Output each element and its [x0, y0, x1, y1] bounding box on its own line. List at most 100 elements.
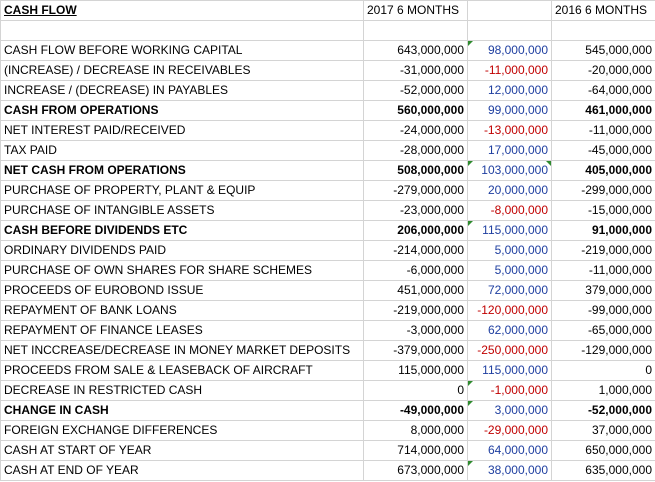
value-2016[interactable]: -65,000,000	[551, 320, 655, 341]
row-label[interactable]: CASH BEFORE DIVIDENDS ETC	[0, 220, 364, 241]
value-2017[interactable]: -23,000,000	[363, 200, 468, 221]
row-label[interactable]: CASH AT START OF YEAR	[0, 440, 364, 461]
value-2017[interactable]: 115,000,000	[363, 360, 468, 381]
row-label[interactable]: INCREASE / (DECREASE) IN PAYABLES	[0, 80, 364, 101]
value-2017[interactable]: -3,000,000	[363, 320, 468, 341]
empty-cell[interactable]	[467, 20, 552, 41]
value-2016[interactable]: -299,000,000	[551, 180, 655, 201]
difference-value[interactable]: -250,000,000	[467, 340, 552, 361]
difference-value[interactable]: 3,000,000	[467, 400, 552, 421]
value-2017[interactable]: -28,000,000	[363, 140, 468, 161]
value-2017[interactable]: -52,000,000	[363, 80, 468, 101]
value-2017[interactable]: 508,000,000	[363, 160, 468, 181]
value-2016[interactable]: 405,000,000	[551, 160, 655, 181]
value-2016[interactable]: -52,000,000	[551, 400, 655, 421]
row-label[interactable]: DECREASE IN RESTRICTED CASH	[0, 380, 364, 401]
difference-value[interactable]: -8,000,000	[467, 200, 552, 221]
value-2016[interactable]: -45,000,000	[551, 140, 655, 161]
difference-value[interactable]: 17,000,000	[467, 140, 552, 161]
value-2017[interactable]: -279,000,000	[363, 180, 468, 201]
value-2016[interactable]: -11,000,000	[551, 260, 655, 281]
row-label[interactable]: PROCEEDS OF EUROBOND ISSUE	[0, 280, 364, 301]
row-label[interactable]: REPAYMENT OF BANK LOANS	[0, 300, 364, 321]
difference-value[interactable]: 115,000,000	[467, 220, 552, 241]
value-2017[interactable]: -219,000,000	[363, 300, 468, 321]
difference-value[interactable]: 99,000,000	[467, 100, 552, 121]
column-header-2017[interactable]: 2017 6 MONTHS	[363, 0, 468, 21]
difference-value[interactable]: 12,000,000	[467, 80, 552, 101]
value-2017[interactable]: 0	[363, 380, 468, 401]
difference-value[interactable]: -29,000,000	[467, 420, 552, 441]
table-row: CASH AT START OF YEAR 714,000,000 64,000,0…	[0, 440, 655, 461]
difference-value[interactable]: -13,000,000	[467, 120, 552, 141]
difference-value[interactable]: 38,000,000	[467, 460, 552, 481]
value-2017[interactable]: 560,000,000	[363, 100, 468, 121]
row-label[interactable]: CASH FLOW BEFORE WORKING CAPITAL	[0, 40, 364, 61]
difference-value[interactable]: -11,000,000	[467, 60, 552, 81]
value-2016[interactable]: 0	[551, 360, 655, 381]
row-label[interactable]: ORDINARY DIVIDENDS PAID	[0, 240, 364, 261]
difference-value[interactable]: 115,000,000	[467, 360, 552, 381]
row-label[interactable]: CHANGE IN CASH	[0, 400, 364, 421]
value-2016[interactable]: -20,000,000	[551, 60, 655, 81]
value-2017[interactable]: 643,000,000	[363, 40, 468, 61]
value-2016[interactable]: 461,000,000	[551, 100, 655, 121]
value-2017[interactable]: 451,000,000	[363, 280, 468, 301]
value-2016[interactable]: -15,000,000	[551, 200, 655, 221]
row-label[interactable]: PURCHASE OF OWN SHARES FOR SHARE SCHEMES	[0, 260, 364, 281]
row-label[interactable]: CASH FROM OPERATIONS	[0, 100, 364, 121]
difference-value[interactable]: 98,000,000	[467, 40, 552, 61]
value-2016[interactable]: -64,000,000	[551, 80, 655, 101]
difference-value[interactable]: -120,000,000	[467, 300, 552, 321]
row-label[interactable]: TAX PAID	[0, 140, 364, 161]
value-2016[interactable]: 650,000,000	[551, 440, 655, 461]
empty-cell[interactable]	[551, 20, 655, 41]
row-label[interactable]: CASH AT END OF YEAR	[0, 460, 364, 481]
table-row: CHANGE IN CASH -49,000,000 3,000,000 -52,00…	[0, 400, 655, 421]
value-2017[interactable]: 673,000,000	[363, 460, 468, 481]
difference-value[interactable]: 62,000,000	[467, 320, 552, 341]
row-label[interactable]: (INCREASE) / DECREASE IN RECEIVABLES	[0, 60, 364, 81]
value-2017[interactable]: -379,000,000	[363, 340, 468, 361]
row-label[interactable]: NET CASH FROM OPERATIONS	[0, 160, 364, 181]
value-2016[interactable]: 379,000,000	[551, 280, 655, 301]
row-label[interactable]: PURCHASE OF INTANGIBLE ASSETS	[0, 200, 364, 221]
difference-value[interactable]: 64,000,000	[467, 440, 552, 461]
value-2017[interactable]: 8,000,000	[363, 420, 468, 441]
empty-cell[interactable]	[363, 20, 468, 41]
difference-value[interactable]: 5,000,000	[467, 260, 552, 281]
difference-value[interactable]: 72,000,000	[467, 280, 552, 301]
difference-value[interactable]: 5,000,000	[467, 240, 552, 261]
difference-value[interactable]: 20,000,000	[467, 180, 552, 201]
table-row: NET CASH FROM OPERATIONS 508,000,000 103,0…	[0, 160, 655, 181]
value-2017[interactable]: 714,000,000	[363, 440, 468, 461]
column-header-blank[interactable]	[467, 0, 552, 21]
column-header-2016[interactable]: 2016 6 MONTHS	[551, 0, 655, 21]
sheet-title[interactable]: CASH FLOW	[0, 0, 364, 21]
value-2016[interactable]: -11,000,000	[551, 120, 655, 141]
value-2017[interactable]: -24,000,000	[363, 120, 468, 141]
difference-value[interactable]: -1,000,000	[467, 380, 552, 401]
value-2017[interactable]: -31,000,000	[363, 60, 468, 81]
empty-cell[interactable]	[0, 20, 364, 41]
value-2016[interactable]: 37,000,000	[551, 420, 655, 441]
value-2016[interactable]: 635,000,000	[551, 460, 655, 481]
table-row: CASH AT END OF YEAR 673,000,000 38,000,000…	[0, 460, 655, 481]
value-2016[interactable]: 91,000,000	[551, 220, 655, 241]
value-2016[interactable]: -129,000,000	[551, 340, 655, 361]
value-2016[interactable]: 545,000,000	[551, 40, 655, 61]
row-label[interactable]: NET INCCREASE/DECREASE IN MONEY MARKET D…	[0, 340, 364, 361]
value-2016[interactable]: 1,000,000	[551, 380, 655, 401]
value-2017[interactable]: 206,000,000	[363, 220, 468, 241]
value-2017[interactable]: -49,000,000	[363, 400, 468, 421]
row-label[interactable]: PURCHASE OF PROPERTY, PLANT & EQUIP	[0, 180, 364, 201]
row-label[interactable]: NET INTEREST PAID/RECEIVED	[0, 120, 364, 141]
row-label[interactable]: REPAYMENT OF FINANCE LEASES	[0, 320, 364, 341]
value-2016[interactable]: -99,000,000	[551, 300, 655, 321]
row-label[interactable]: FOREIGN EXCHANGE DIFFERENCES	[0, 420, 364, 441]
value-2017[interactable]: -6,000,000	[363, 260, 468, 281]
row-label[interactable]: PROCEEDS FROM SALE & LEASEBACK OF AIRCRA…	[0, 360, 364, 381]
value-2017[interactable]: -214,000,000	[363, 240, 468, 261]
value-2016[interactable]: -219,000,000	[551, 240, 655, 261]
difference-value[interactable]: 103,000,000	[467, 160, 552, 181]
